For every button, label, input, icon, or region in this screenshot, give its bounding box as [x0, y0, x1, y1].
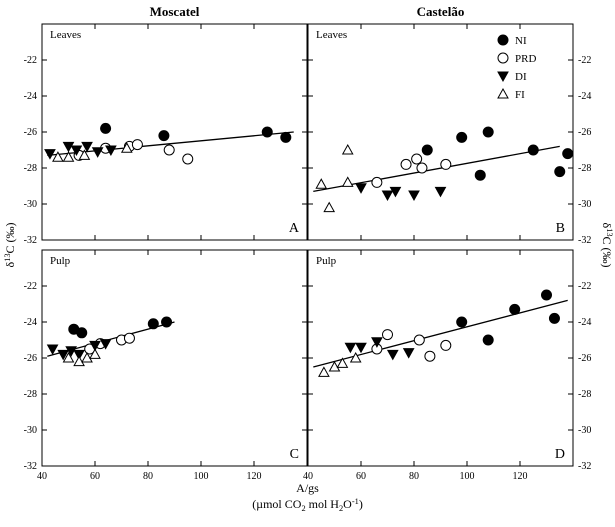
y-tick-label: -26 — [578, 353, 591, 364]
y-tick-label: -24 — [24, 317, 37, 328]
x-axis-label-line1: A/gs — [296, 481, 319, 495]
y-tick-label: -32 — [24, 235, 37, 246]
y-tick-label: -32 — [578, 461, 591, 472]
y-tick-label: -30 — [578, 199, 591, 210]
y-tick-label: -26 — [578, 127, 591, 138]
x-tick-label: 80 — [409, 471, 419, 482]
x-tick-label: 80 — [143, 471, 153, 482]
scatter-figure: Moscatel Castelão δ13C (‰) δ13C (‰) A/gs (µmo… — [0, 0, 615, 527]
panel-subtitle: Pulp — [50, 255, 71, 267]
y-tick-label: -22 — [578, 281, 591, 292]
y-tick-label: -32 — [24, 461, 37, 472]
y-tick-label: -26 — [24, 353, 37, 364]
y-tick-label: -30 — [24, 425, 37, 436]
x-tick-label: 60 — [356, 471, 366, 482]
legend-label: DI — [515, 71, 527, 83]
column-title: Moscatel — [150, 4, 200, 19]
x-tick-label: 40 — [303, 471, 313, 482]
x-axis-label-line2: (µmol CO2 mol H2O-1) — [252, 497, 363, 513]
panel-letter: D — [555, 447, 565, 462]
panel-A: -32 -30 -28 -26 -24 -22 Leaves A — [24, 24, 307, 246]
y-tick-label: -24 — [578, 317, 591, 328]
panel-subtitle: Leaves — [316, 29, 347, 41]
y-tick-label: -28 — [578, 163, 591, 174]
x-tick-label: 100 — [460, 471, 475, 482]
panel-letter: C — [290, 447, 299, 462]
panel-D: 40 60 80 100 120 -32 -30 -28 -26 -24 -22 Pulp D — [303, 250, 591, 482]
y-tick-label: -28 — [24, 163, 37, 174]
y-tick-label: -22 — [578, 55, 591, 66]
x-tick-label: 120 — [247, 471, 262, 482]
y-tick-label: -22 — [24, 281, 37, 292]
y-tick-label: -24 — [24, 91, 37, 102]
x-tick-label: 60 — [90, 471, 100, 482]
regression-line — [313, 300, 567, 367]
y-tick-label: -28 — [24, 389, 37, 400]
panel-subtitle: Leaves — [50, 29, 81, 41]
legend-label: NI — [515, 35, 527, 47]
panel-letter: B — [556, 221, 565, 236]
y-axis-label: δ13C (‰) — [600, 222, 614, 267]
column-title: Castelão — [417, 4, 465, 19]
y-axis-label: δ13C (‰) — [3, 222, 17, 267]
x-tick-label: 40 — [37, 471, 47, 482]
panel-C: 40 60 80 100 120 -32 -30 -28 -26 -24 -22 Pulp C — [24, 250, 307, 482]
x-tick-label: 100 — [194, 471, 209, 482]
legend-label: FI — [515, 89, 525, 101]
y-tick-label: -26 — [24, 127, 37, 138]
y-tick-label: -30 — [578, 425, 591, 436]
panel-letter: A — [289, 221, 300, 236]
x-tick-label: 120 — [513, 471, 528, 482]
panel-B: -32 -30 -28 -26 -24 -22 Leaves B NI PRD DI FI — [308, 24, 591, 246]
y-tick-label: -28 — [578, 389, 591, 400]
y-tick-label: -30 — [24, 199, 37, 210]
figure-svg: Moscatel Castelão δ13C (‰) δ13C (‰) A/gs (µmo… — [0, 0, 615, 527]
y-tick-label: -22 — [24, 55, 37, 66]
y-tick-label: -32 — [578, 235, 591, 246]
y-tick-label: -24 — [578, 91, 591, 102]
panel-subtitle: Pulp — [316, 255, 337, 267]
legend-label: PRD — [515, 53, 536, 65]
